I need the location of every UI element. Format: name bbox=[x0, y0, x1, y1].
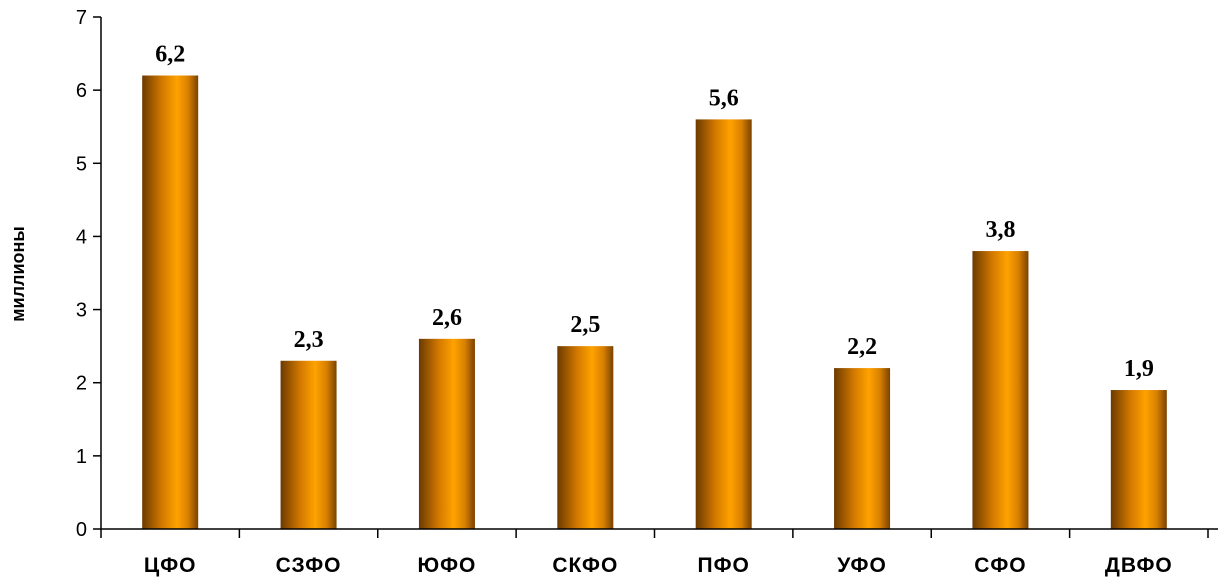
y-tick-label: 0 bbox=[76, 519, 87, 541]
x-category-label: ЮФО bbox=[417, 554, 476, 577]
bar bbox=[142, 75, 199, 529]
y-tick-label: 3 bbox=[76, 300, 87, 322]
bar bbox=[695, 119, 752, 530]
bar bbox=[280, 360, 337, 529]
data-label: 6,2 bbox=[155, 42, 185, 68]
x-category-label: ЦФО bbox=[144, 554, 197, 577]
data-label: 5,6 bbox=[709, 85, 739, 111]
data-label: 2,6 bbox=[432, 305, 462, 331]
data-label: 2,5 bbox=[570, 312, 600, 338]
y-axis-label: миллионы bbox=[8, 226, 28, 322]
y-tick-label: 2 bbox=[76, 373, 87, 395]
y-tick-label: 7 bbox=[76, 7, 87, 29]
bar bbox=[972, 251, 1029, 530]
data-label: 2,3 bbox=[294, 327, 324, 353]
y-tick-label: 5 bbox=[76, 153, 87, 175]
bar bbox=[557, 346, 614, 529]
bar bbox=[834, 368, 891, 529]
x-category-label: СКФО bbox=[552, 554, 618, 577]
bar bbox=[418, 338, 475, 529]
bar bbox=[1110, 390, 1167, 529]
x-category-label: СЗФО bbox=[276, 554, 342, 577]
x-category-label: СФО bbox=[974, 554, 1026, 577]
data-label: 3,8 bbox=[985, 217, 1015, 243]
y-tick-label: 4 bbox=[76, 226, 87, 248]
y-tick-label: 6 bbox=[76, 80, 87, 102]
x-category-label: УФО bbox=[837, 554, 887, 577]
y-tick-label: 1 bbox=[76, 446, 87, 468]
x-category-label: ПФО bbox=[698, 554, 750, 577]
x-category-label: ДВФО bbox=[1105, 554, 1173, 577]
data-label: 1,9 bbox=[1124, 356, 1154, 382]
data-label: 2,2 bbox=[847, 334, 877, 360]
